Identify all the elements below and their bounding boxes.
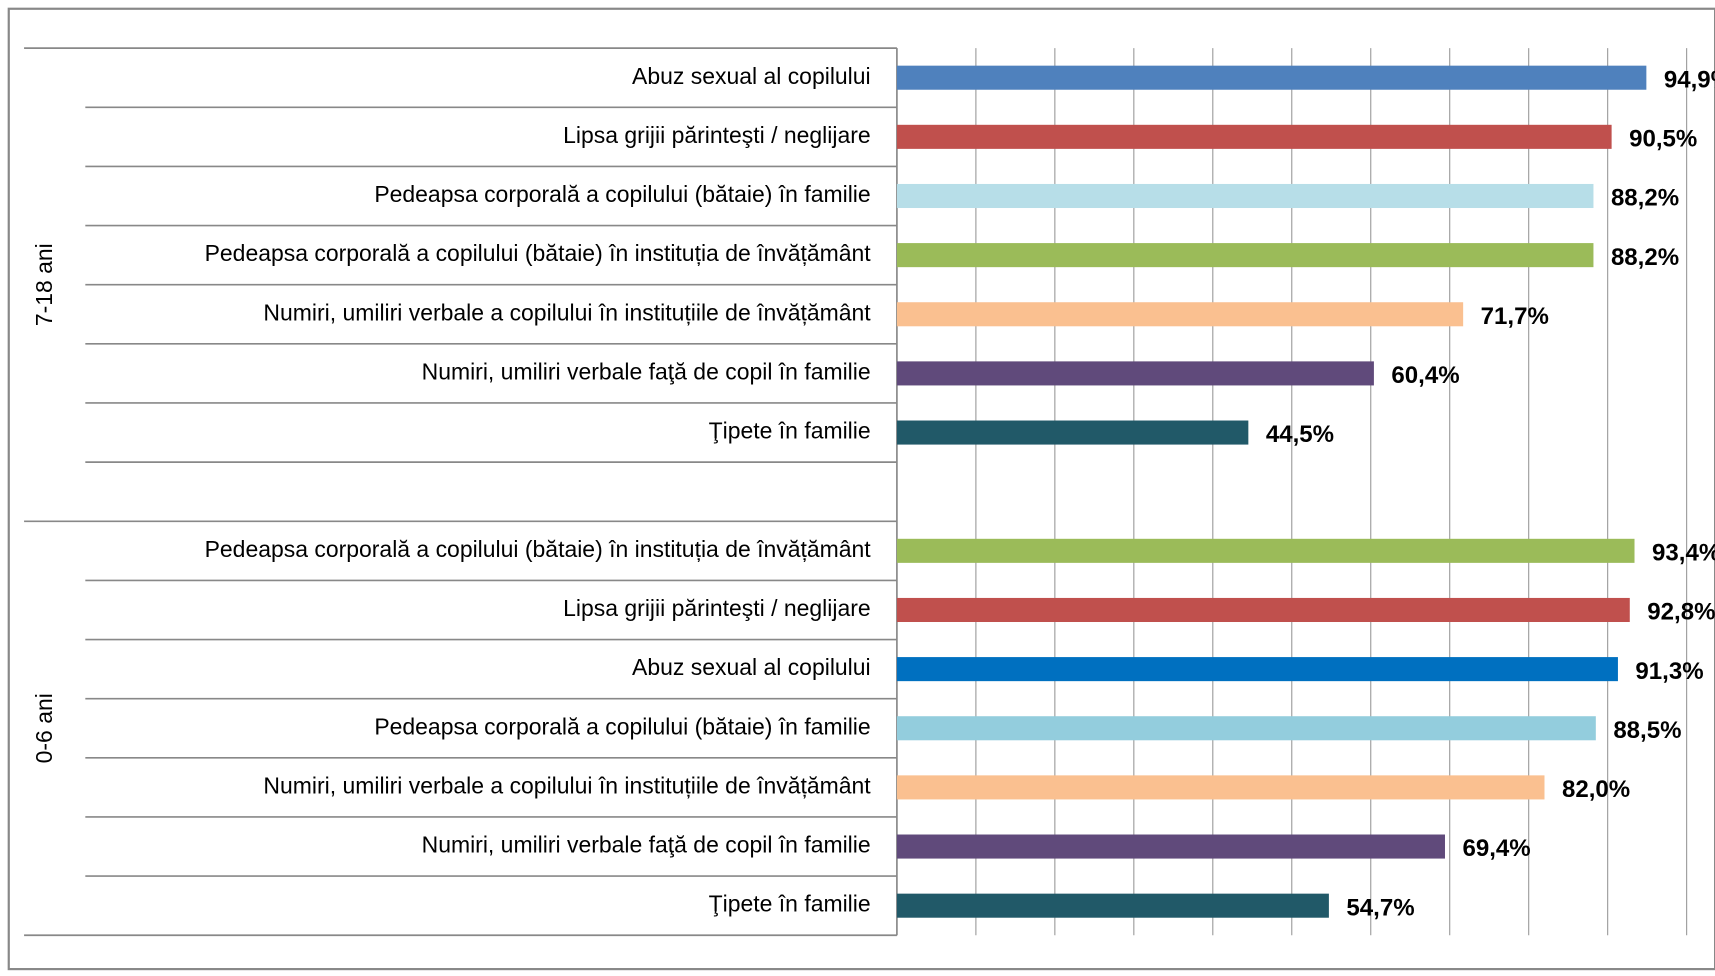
frame — [7, 7, 1715, 971]
value-label: 44,5% — [1266, 421, 1334, 448]
category-label: Numiri, umiliri verbale a copilului în i… — [263, 772, 871, 798]
value-label: 88,5% — [1613, 717, 1681, 744]
value-label: 69,4% — [1462, 835, 1530, 862]
bar — [896, 302, 1464, 327]
category-label: Pedeapsa corporală a copilului (bătaie) … — [374, 181, 870, 207]
category-label: Numiri, umiliri verbale a copilului în i… — [263, 299, 871, 325]
value-label: 82,0% — [1562, 776, 1630, 803]
value-label: 88,2% — [1611, 244, 1679, 271]
group-label: 0-6 ani — [31, 693, 57, 763]
bar — [896, 243, 1594, 268]
bar — [896, 538, 1635, 563]
category-label: Numiri, umiliri verbale faţă de copil în… — [422, 358, 871, 384]
bar — [896, 834, 1445, 859]
value-label: 60,4% — [1391, 362, 1459, 389]
bar — [896, 775, 1545, 800]
bar — [896, 893, 1329, 918]
value-label: 93,4% — [1652, 539, 1715, 566]
bar — [896, 420, 1249, 445]
value-label: 94,9% — [1664, 66, 1715, 93]
category-label: Lipsa grijii părinteşti / neglijare — [563, 122, 870, 148]
bar — [896, 597, 1630, 623]
category-label: Ţipete în familie — [709, 891, 871, 917]
bar — [896, 183, 1594, 209]
bar — [896, 361, 1374, 386]
bar — [896, 124, 1612, 149]
value-label: 90,5% — [1629, 125, 1697, 152]
bar — [896, 716, 1596, 741]
category-label: Numiri, umiliri verbale faţă de copil în… — [422, 832, 871, 858]
plot: 7-18 ani Abuz sexual al copilului 94,9% Lip… — [7, 7, 1715, 971]
category-label: Abuz sexual al copilului — [632, 63, 871, 89]
category-label: Ţipete în familie — [709, 418, 871, 444]
category-label: Abuz sexual al copilului — [632, 654, 871, 680]
category-label: Pedeapsa corporală a copilului (bătaie) … — [374, 713, 870, 739]
value-label: 54,7% — [1346, 894, 1414, 921]
category-label: Pedeapsa corporală a copilului (bătaie) … — [205, 536, 872, 562]
group-label: 7-18 ani — [31, 243, 57, 326]
value-label: 88,2% — [1611, 185, 1679, 212]
category-label: Lipsa grijii părinteşti / neglijare — [563, 595, 870, 621]
category-label: Pedeapsa corporală a copilului (bătaie) … — [205, 240, 872, 266]
value-label: 71,7% — [1481, 303, 1549, 330]
bar — [896, 657, 1618, 682]
bar — [896, 65, 1647, 90]
value-label: 91,3% — [1635, 658, 1703, 685]
value-label: 92,8% — [1647, 599, 1715, 626]
